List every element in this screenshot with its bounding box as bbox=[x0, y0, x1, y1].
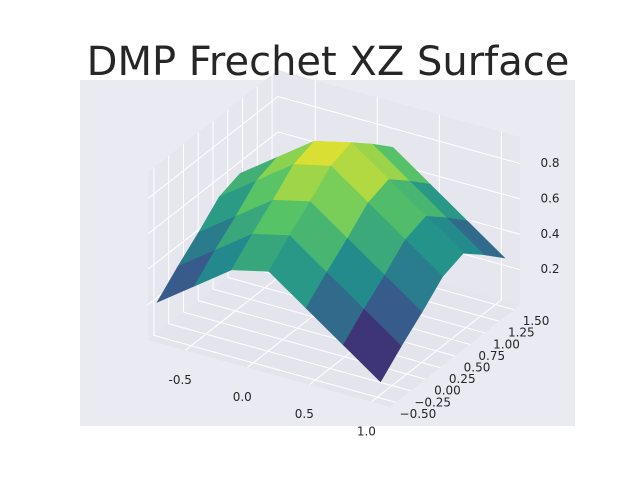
x-tick-label: 1.0 bbox=[357, 424, 376, 438]
y-tick-label: 0.00 bbox=[434, 384, 461, 398]
surface bbox=[156, 140, 506, 383]
y-tick-label: 0.50 bbox=[464, 361, 491, 375]
grid-line bbox=[153, 334, 397, 403]
z-tick-label: 0.2 bbox=[540, 262, 559, 276]
x-tick-label: 0.0 bbox=[233, 390, 252, 404]
y-tick-label: 1.25 bbox=[508, 326, 535, 340]
chart-title: DMP Frechet XZ Surface bbox=[87, 39, 570, 85]
y-tick-label: −0.50 bbox=[400, 407, 437, 421]
y-tick-label: −0.25 bbox=[414, 395, 451, 409]
y-tick-label: 1.50 bbox=[523, 314, 550, 328]
x-tick-label: -0.5 bbox=[169, 373, 192, 387]
grid-line bbox=[277, 96, 521, 165]
y-tick-label: 0.25 bbox=[449, 372, 476, 386]
tick-labels: -0.50.00.51.0−0.50−0.250.000.250.500.751… bbox=[169, 156, 560, 438]
y-tick-label: 0.75 bbox=[478, 349, 505, 363]
surface-face bbox=[342, 308, 402, 383]
x-tick-label: 0.5 bbox=[295, 407, 314, 421]
grid-line bbox=[168, 323, 411, 392]
z-tick-label: 0.8 bbox=[540, 156, 559, 170]
grid-line bbox=[147, 131, 279, 235]
z-tick-label: 0.4 bbox=[540, 227, 559, 241]
grid-line bbox=[198, 300, 441, 369]
z-tick-label: 0.6 bbox=[540, 191, 559, 205]
y-tick-label: 1.00 bbox=[493, 337, 520, 351]
grid-line bbox=[147, 96, 279, 199]
